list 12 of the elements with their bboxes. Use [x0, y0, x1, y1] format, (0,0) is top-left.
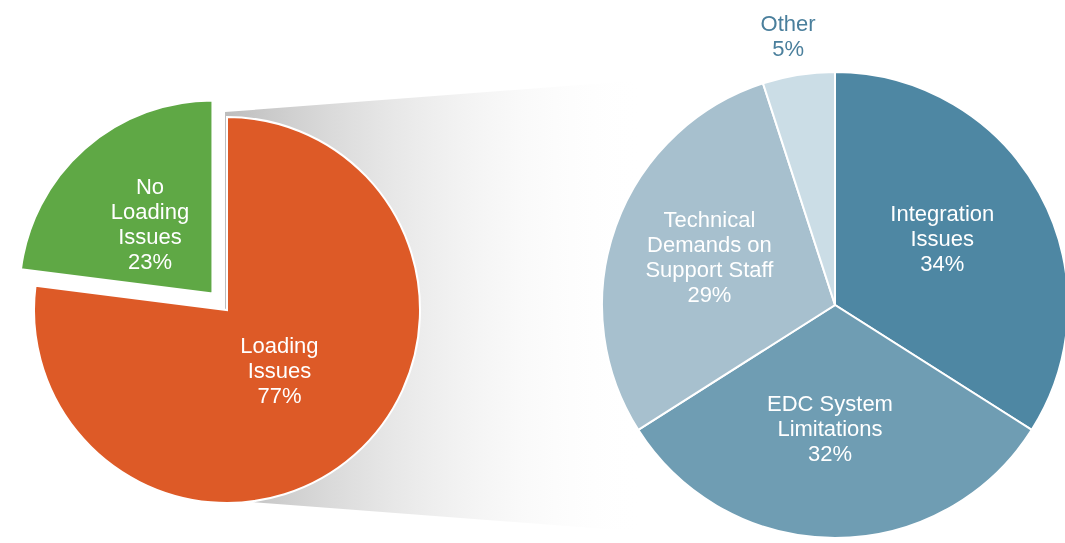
- slice-label: Integration Issues: [890, 200, 995, 251]
- data-label: 23%: [127, 248, 173, 274]
- data-label: 32%: [807, 440, 853, 466]
- slice-label: Other: [760, 10, 816, 36]
- data-label: 5%: [772, 35, 804, 61]
- slice-label: Loading Issues: [240, 332, 319, 383]
- slice-label: No Loading Issues: [110, 173, 190, 249]
- slice-label: EDC System Limitations: [767, 390, 893, 441]
- data-label: 77%: [257, 382, 302, 408]
- data-label: 34%: [920, 250, 965, 276]
- slice-label: Technical Demands on Support Staff: [645, 206, 775, 282]
- data-label: 29%: [687, 281, 732, 307]
